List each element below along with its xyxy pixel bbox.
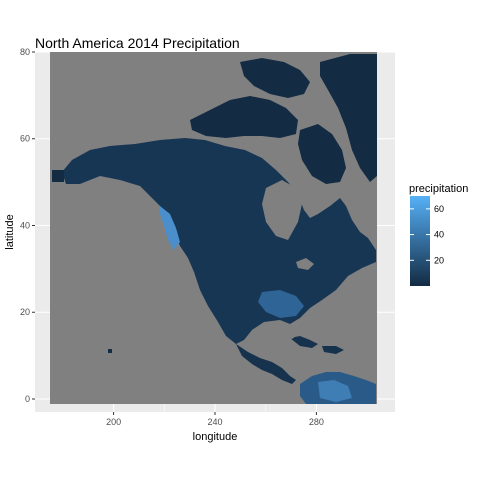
x-tick-label: 280: [309, 417, 324, 427]
legend-tick-label: 60: [434, 204, 444, 214]
x-axis-title: longitude: [193, 431, 238, 443]
y-tick-label: 20: [20, 307, 30, 317]
legend: precipitation 20 40 60: [409, 183, 468, 286]
x-tick-label: 240: [207, 417, 222, 427]
region-pacific-northwest-wet: [160, 206, 180, 250]
region-southeast-wet: [258, 290, 304, 318]
region-aleutians: [52, 170, 64, 182]
legend-tick-label: 20: [434, 255, 444, 265]
y-axis-title: latitude: [4, 214, 16, 249]
region-central-america: [236, 344, 296, 384]
region-north-america-mainland: [62, 138, 376, 344]
y-tick-label: 80: [20, 47, 30, 57]
region-hawaii: [108, 349, 112, 353]
region-great-lakes: [296, 258, 314, 270]
region-south-america-wet: [318, 380, 352, 402]
region-greenland: [320, 54, 377, 182]
y-tick-label: 60: [20, 134, 30, 144]
legend-ticks: 20 40 60: [410, 204, 444, 265]
axes: 200 240 280 0 20 40 60 80: [20, 47, 324, 427]
x-tick-label: 200: [106, 417, 121, 427]
land-raster: [52, 54, 377, 404]
region-caribbean-east: [322, 346, 344, 354]
y-tick-label: 0: [25, 394, 30, 404]
region-baffin: [298, 124, 346, 184]
region-arctic-archipelago: [190, 96, 298, 138]
chart-title: North America 2014 Precipitation: [35, 35, 240, 51]
legend-title: precipitation: [409, 183, 468, 195]
legend-tick-label: 40: [434, 230, 444, 240]
region-hudson-bay: [262, 180, 302, 240]
region-ellesmere: [240, 58, 310, 98]
y-tick-label: 40: [20, 220, 30, 230]
legend-colorbar: [410, 196, 430, 286]
region-gulf-of-mexico: [252, 322, 294, 342]
region-caribbean: [290, 336, 318, 348]
